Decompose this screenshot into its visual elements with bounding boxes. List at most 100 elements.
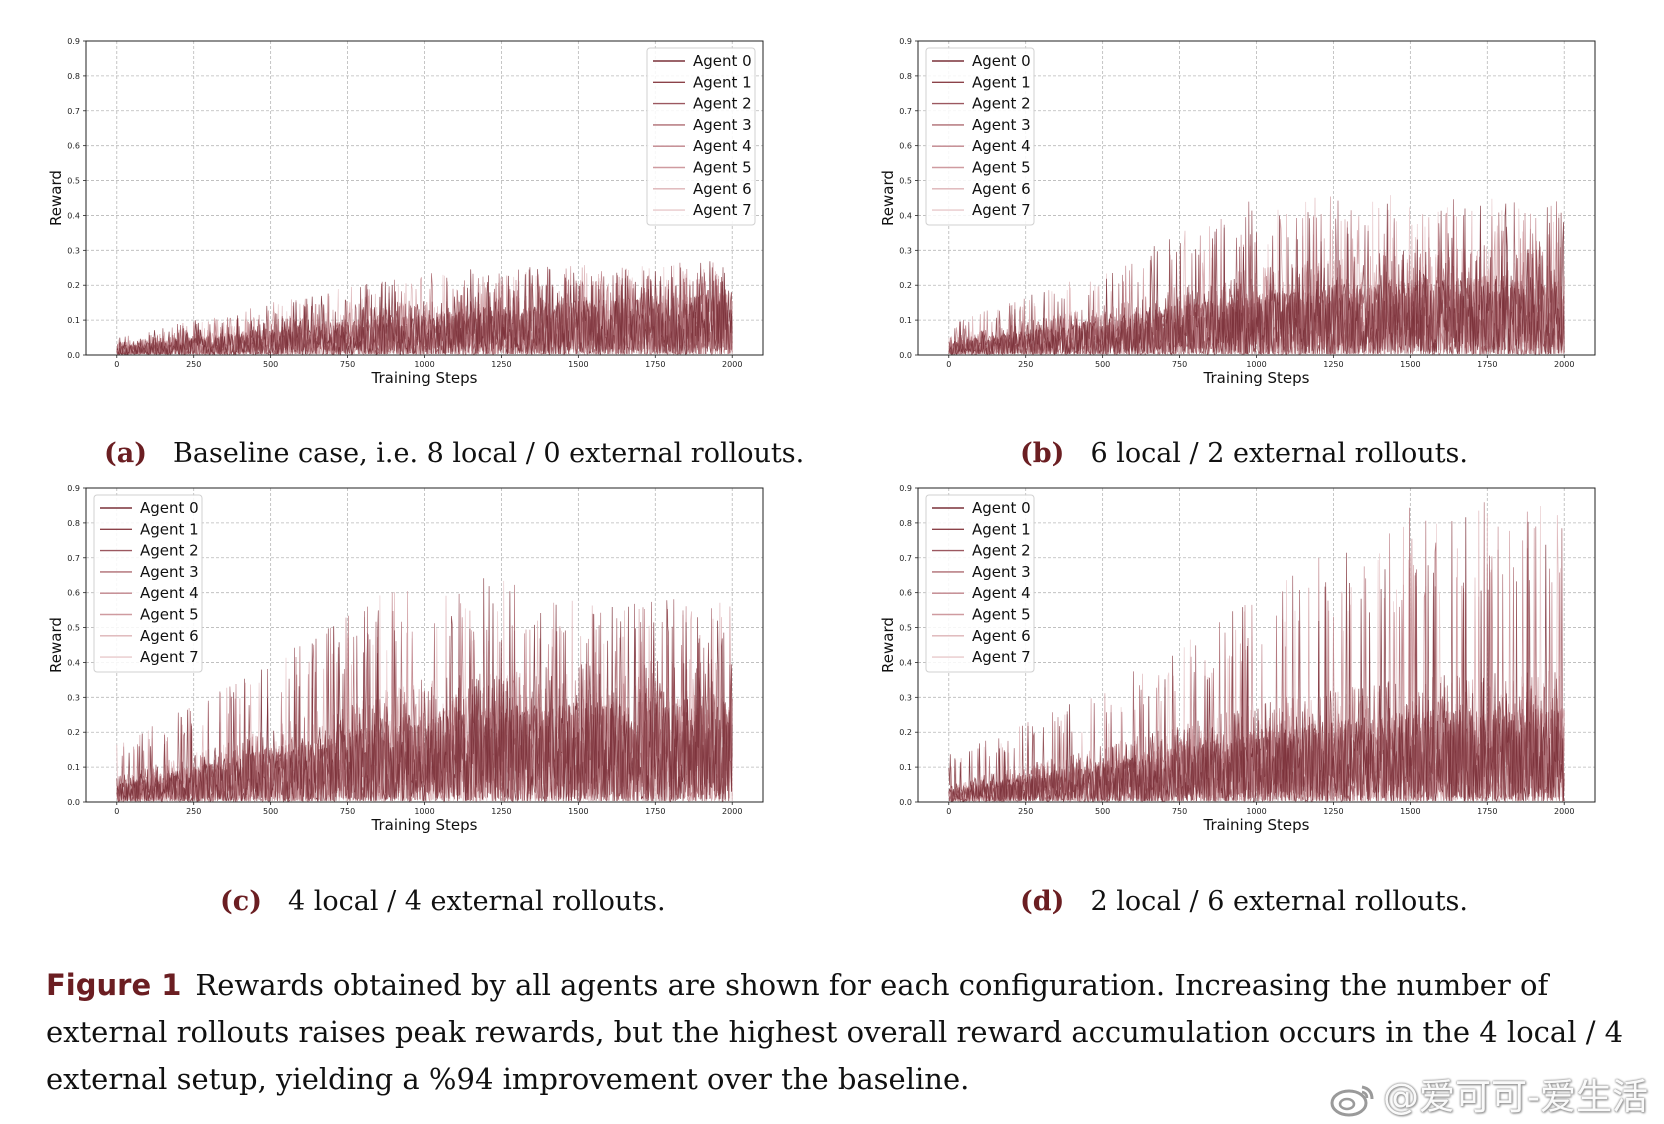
x-tick-label: 0 <box>946 360 951 369</box>
legend-entry: Agent 0 <box>693 52 752 70</box>
legend-box <box>925 494 1035 673</box>
chart-panel-a: 0.0 0.1 0.2 0.3 0.4 0.5 0.6 0.7 0.8 0.9 0 250 500 750… <box>0 0 832 420</box>
x-tick-label: 500 <box>263 807 278 816</box>
weibo-logo-icon <box>1330 1085 1374 1117</box>
legend-entry: Agent 6 <box>972 627 1031 645</box>
legend-entry: Agent 6 <box>972 180 1031 198</box>
x-tick-label: 250 <box>1018 360 1033 369</box>
legend-entry: Agent 7 <box>972 201 1031 219</box>
legend-entry: Agent 1 <box>972 73 1031 91</box>
legend-entry: Agent 2 <box>140 542 199 560</box>
y-tick-label: 0.7 <box>67 107 80 116</box>
x-tick-label: 1500 <box>1400 360 1420 369</box>
series-line-agent-0 <box>116 591 733 803</box>
y-tick-label: 0.9 <box>899 37 912 46</box>
legend-box <box>925 47 1035 226</box>
y-tick-label: 0.8 <box>67 72 80 81</box>
x-tick-label: 250 <box>186 360 201 369</box>
y-tick-label: 0.4 <box>899 658 912 667</box>
subcaption-c-text: 4 local / 4 external rollouts. <box>288 886 666 917</box>
y-axis-label: Reward <box>47 170 65 226</box>
legend-entry: Agent 1 <box>693 73 752 91</box>
x-tick-label: 1750 <box>1477 807 1497 816</box>
y-tick-label: 0.0 <box>899 798 912 807</box>
y-tick-label: 0.3 <box>67 246 80 255</box>
subcaption-c: (c) 4 local / 4 external rollouts. <box>220 886 666 917</box>
chart-d: 0.0 0.1 0.2 0.3 0.4 0.5 0.6 0.7 0.8 0.9 0 250 500 750… <box>879 484 1596 834</box>
legend-entry: Agent 3 <box>972 563 1031 581</box>
y-axis-label: Reward <box>879 617 897 673</box>
legend-entry: Agent 4 <box>140 584 199 602</box>
figure-caption-label: Figure 1 <box>46 968 182 1002</box>
series-line-agent-0 <box>116 261 733 356</box>
legend-entry: Agent 3 <box>693 116 752 134</box>
x-tick-label: 250 <box>186 807 201 816</box>
x-tick-label: 2000 <box>722 807 742 816</box>
x-tick-label: 1000 <box>414 360 434 369</box>
subcaption-d-label: (d) <box>1020 886 1065 917</box>
y-tick-label: 0.9 <box>899 484 912 493</box>
watermark-text: @爱可可-爱生活 <box>1383 1077 1648 1118</box>
y-tick-label: 0.5 <box>67 177 80 186</box>
x-tick-label: 1250 <box>491 807 511 816</box>
legend: Agent 0 Agent 1 Agent 2 Agent 3 Agent 4 Agent… <box>646 47 756 226</box>
legend-entry: Agent 4 <box>972 584 1031 602</box>
legend-entry: Agent 7 <box>972 648 1031 666</box>
y-tick-label: 0.8 <box>899 519 912 528</box>
legend-entry: Agent 3 <box>972 116 1031 134</box>
legend: Agent 0 Agent 1 Agent 2 Agent 3 Agent 4 Agent… <box>925 47 1035 226</box>
x-tick-label: 1250 <box>1323 360 1343 369</box>
x-tick-label: 2000 <box>1554 807 1574 816</box>
y-tick-label: 0.2 <box>67 728 80 737</box>
x-tick-label: 750 <box>1172 360 1187 369</box>
x-tick-label: 1250 <box>1323 807 1343 816</box>
subcaption-b-label: (b) <box>1020 438 1065 469</box>
x-tick-label: 1250 <box>491 360 511 369</box>
x-axis-label: Training Steps <box>1203 369 1310 387</box>
legend-entry: Agent 1 <box>140 520 199 538</box>
y-tick-label: 0.0 <box>67 798 80 807</box>
y-tick-label: 0.4 <box>67 211 80 220</box>
y-tick-label: 0.9 <box>67 37 80 46</box>
y-tick-label: 0.6 <box>899 589 912 598</box>
y-tick-label: 0.3 <box>899 693 912 702</box>
figure-caption-text: Rewards obtained by all agents are shown… <box>46 968 1624 1096</box>
legend-entry: Agent 0 <box>972 52 1031 70</box>
x-tick-label: 1500 <box>1400 807 1420 816</box>
subcaption-d: (d) 2 local / 6 external rollouts. <box>1020 886 1468 917</box>
chart-a: 0.0 0.1 0.2 0.3 0.4 0.5 0.6 0.7 0.8 0.9 0 250 500 750… <box>47 37 764 387</box>
x-tick-label: 750 <box>1172 807 1187 816</box>
watermark: @爱可可-爱生活 <box>1329 1068 1648 1120</box>
chart-panel-d: 0.0 0.1 0.2 0.3 0.4 0.5 0.6 0.7 0.8 0.9 0 250 500 750… <box>832 447 1664 867</box>
y-tick-label: 0.7 <box>67 554 80 563</box>
legend-entry: Agent 5 <box>693 159 752 177</box>
y-tick-label: 0.4 <box>899 211 912 220</box>
x-tick-label: 0 <box>114 360 119 369</box>
x-tick-label: 1750 <box>645 807 665 816</box>
series-line-agent-0 <box>948 517 1565 803</box>
legend-entry: Agent 1 <box>972 520 1031 538</box>
legend-entry: Agent 2 <box>972 542 1031 560</box>
y-tick-label: 0.7 <box>899 107 912 116</box>
x-axis-label: Training Steps <box>1203 816 1310 834</box>
y-tick-label: 0.2 <box>899 281 912 290</box>
y-tick-label: 0.1 <box>67 763 80 772</box>
x-tick-label: 0 <box>114 807 119 816</box>
x-tick-label: 500 <box>263 360 278 369</box>
series-traces <box>116 578 733 803</box>
legend: Agent 0 Agent 1 Agent 2 Agent 3 Agent 4 Agent… <box>93 494 203 673</box>
y-tick-label: 0.5 <box>899 624 912 633</box>
y-axis-label: Reward <box>47 617 65 673</box>
chart-panel-b: 0.0 0.1 0.2 0.3 0.4 0.5 0.6 0.7 0.8 0.9 0 250 500 750… <box>832 0 1664 420</box>
x-tick-label: 250 <box>1018 807 1033 816</box>
x-axis-label: Training Steps <box>371 816 478 834</box>
x-tick-label: 1750 <box>645 360 665 369</box>
subcaption-c-label: (c) <box>220 886 262 917</box>
x-tick-label: 1500 <box>568 807 588 816</box>
y-tick-label: 0.2 <box>67 281 80 290</box>
y-axis-label: Reward <box>879 170 897 226</box>
y-tick-label: 0.1 <box>899 316 912 325</box>
y-tick-label: 0.5 <box>899 177 912 186</box>
x-tick-label: 1000 <box>414 807 434 816</box>
legend: Agent 0 Agent 1 Agent 2 Agent 3 Agent 4 Agent… <box>925 494 1035 673</box>
